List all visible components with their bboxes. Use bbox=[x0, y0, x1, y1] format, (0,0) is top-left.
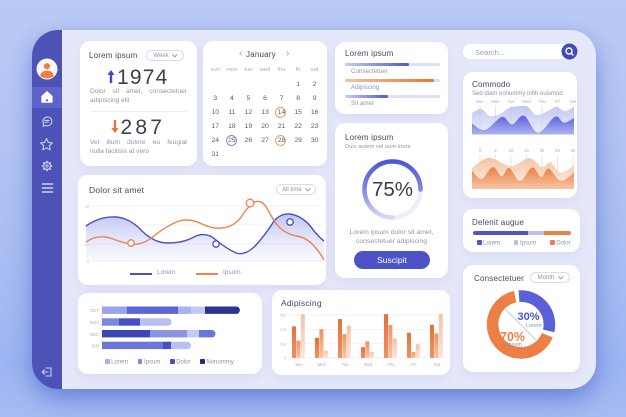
svg-text:5: 5 bbox=[494, 148, 497, 153]
svg-text:Wed: Wed bbox=[364, 362, 373, 367]
svg-text:Fri: Fri bbox=[412, 362, 417, 367]
svg-text:Wed: Wed bbox=[522, 99, 531, 104]
svg-text:20: 20 bbox=[540, 148, 545, 153]
svg-text:0: 0 bbox=[284, 357, 286, 361]
svg-text:15: 15 bbox=[524, 148, 529, 153]
svg-text:Tue: Tue bbox=[507, 99, 515, 104]
svg-text:10: 10 bbox=[509, 148, 514, 153]
svg-text:100: 100 bbox=[280, 342, 286, 346]
svg-text:200: 200 bbox=[280, 328, 286, 332]
svg-text:Tue: Tue bbox=[341, 362, 349, 367]
svg-text:NOV: NOV bbox=[90, 320, 99, 325]
svg-text:Sun: Sun bbox=[295, 362, 303, 367]
svg-text:Mon: Mon bbox=[318, 362, 327, 367]
svg-text:OCT: OCT bbox=[90, 308, 99, 313]
svg-text:Sun: Sun bbox=[476, 99, 484, 104]
svg-text:Thu: Thu bbox=[538, 99, 546, 104]
svg-text:JAN: JAN bbox=[91, 344, 99, 349]
svg-text:30: 30 bbox=[571, 148, 576, 153]
svg-text:0: 0 bbox=[479, 148, 482, 153]
svg-text:Thu: Thu bbox=[387, 362, 395, 367]
svg-text:Mon: Mon bbox=[491, 99, 500, 104]
svg-text:DEC: DEC bbox=[90, 332, 99, 337]
svg-text:Sat: Sat bbox=[434, 362, 441, 367]
svg-text:0: 0 bbox=[87, 259, 90, 264]
svg-text:Fri: Fri bbox=[555, 99, 560, 104]
svg-text:Sat: Sat bbox=[570, 99, 577, 104]
svg-text:25: 25 bbox=[555, 148, 560, 153]
svg-text:300: 300 bbox=[280, 314, 286, 318]
svg-text:30: 30 bbox=[85, 204, 90, 209]
